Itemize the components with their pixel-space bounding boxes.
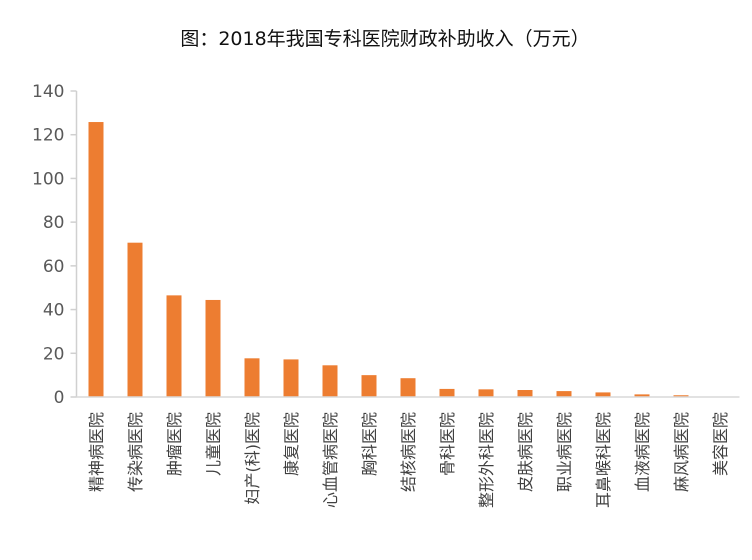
y-axis: 0 20 40 60 80 100 120 140: [32, 82, 76, 408]
x-tick-label: 整形外科医院: [477, 412, 496, 508]
x-tick-label: 肿瘤医院: [165, 412, 184, 476]
bar: [518, 390, 533, 397]
bar: [128, 243, 143, 397]
x-tick-label: 耳鼻喉科医院: [594, 412, 613, 508]
bar: [89, 122, 104, 397]
bar: [479, 389, 494, 397]
bar: [362, 375, 377, 397]
x-tick-label: 妇产(科)医院: [243, 412, 262, 505]
bar: [557, 391, 572, 397]
x-tick-label: 心血管病医院: [321, 412, 340, 508]
bar: [323, 365, 338, 397]
chart-title: 图：2018年我国专科医院财政补助收入（万元）: [180, 28, 589, 50]
x-tick-label: 职业病医院: [555, 412, 574, 492]
y-tick-label: 20: [43, 344, 65, 364]
x-tick-label: 血液病医院: [633, 412, 652, 492]
y-tick-label: 140: [32, 82, 64, 102]
bar: [167, 295, 182, 397]
x-axis: 精神病医院 传染病医院 肿瘤医院 儿童医院 妇产(科)医院 康复医院 心血管病医院 胸科医院 结…: [77, 397, 740, 508]
x-tick-label: 麻风病医院: [672, 412, 691, 492]
x-tick-label: 结核病医院: [399, 412, 418, 492]
x-tick-label: 传染病医院: [126, 412, 145, 492]
x-tick-label: 皮肤病医院: [516, 412, 535, 492]
x-tick-label: 美容医院: [711, 412, 730, 476]
bar: [284, 359, 299, 397]
bar: [245, 358, 260, 397]
x-tick-label: 精神病医院: [87, 412, 106, 492]
y-tick-label: 80: [43, 213, 65, 233]
bars: [89, 122, 728, 397]
bar: [440, 389, 455, 397]
y-tick-label: 100: [32, 169, 64, 189]
y-tick-label: 60: [43, 257, 65, 277]
y-tick-label: 40: [43, 301, 65, 321]
bar: [401, 378, 416, 397]
y-tick-label: 0: [54, 388, 65, 408]
x-tick-label: 胸科医院: [360, 412, 379, 476]
y-tick-label: 120: [32, 126, 64, 146]
x-tick-label: 康复医院: [282, 412, 301, 476]
bar: [206, 300, 221, 397]
x-tick-label: 骨科医院: [438, 412, 457, 476]
x-tick-label: 儿童医院: [204, 412, 223, 476]
